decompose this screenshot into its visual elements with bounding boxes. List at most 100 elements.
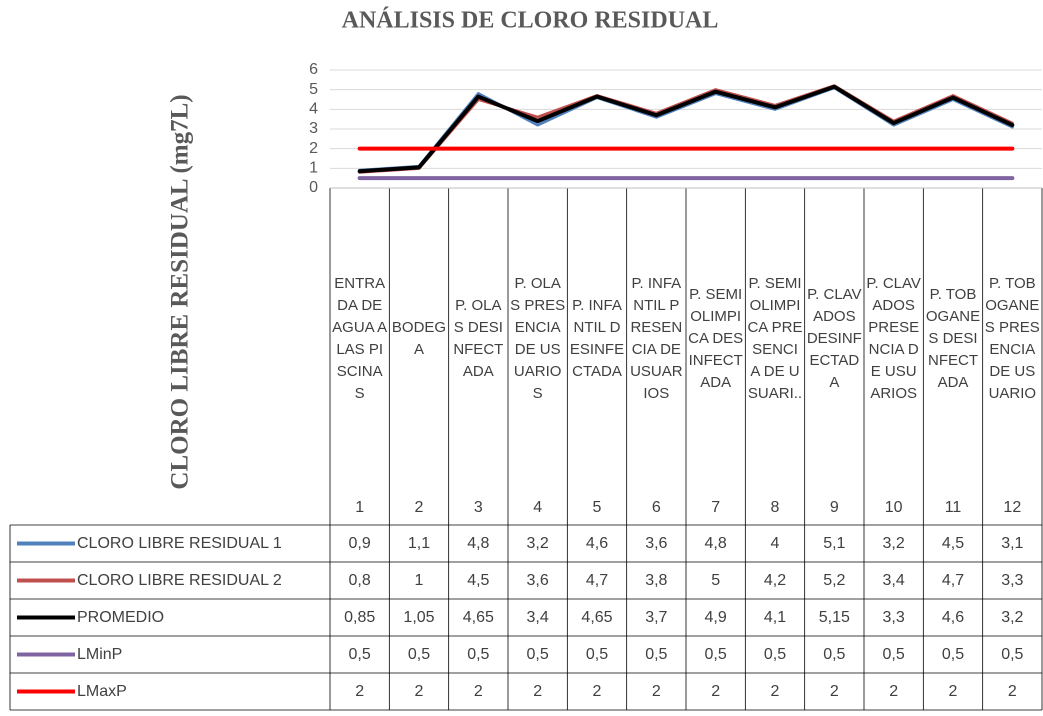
category-label: P. SEMIOLIMPICA PRESENCIA DE USUARI.. <box>747 275 803 402</box>
table-cell: 5,2 <box>823 571 846 589</box>
table-cell: 2 <box>414 682 424 700</box>
table-cell: 3,3 <box>882 608 905 626</box>
category-label: P. TOBOGANES PRESENCIA DE USUARIO <box>984 275 1040 402</box>
table-cell: 0,5 <box>645 645 668 663</box>
table-cell: 0,5 <box>407 645 431 663</box>
table-cell: 0,5 <box>526 645 549 663</box>
y-tick-label: 0 <box>309 179 318 196</box>
category-number: 9 <box>829 498 839 516</box>
table-cell: 2 <box>355 682 365 700</box>
table-cell: 0,8 <box>348 571 371 589</box>
table-cell: 4,7 <box>585 571 609 589</box>
table-cell: 2 <box>592 682 602 700</box>
table-cell: 4,2 <box>763 571 787 589</box>
table-cell: 2 <box>651 682 661 700</box>
category-label: P. OLAS PRESENCIA DE USUARIOS <box>510 275 566 402</box>
legend-label: CLORO LIBRE RESIDUAL 2 <box>77 571 282 589</box>
category-label: BODEGA <box>391 319 447 358</box>
table-cell: 3,6 <box>526 571 549 589</box>
category-label: P. TOBOGANES DESINFECTADA <box>925 286 981 391</box>
table-cell: 4,8 <box>467 534 490 552</box>
category-number: 10 <box>884 498 903 516</box>
table-cell: 0,5 <box>763 645 787 663</box>
chart-title: ANÁLISIS DE CLORO RESIDUAL <box>342 8 719 34</box>
table-cell: 1,1 <box>407 534 431 552</box>
category-label: P. CLAVADOS DESINFECTADA <box>806 286 862 391</box>
legend-label: LMinP <box>77 645 123 663</box>
y-tick-label: 6 <box>309 61 318 78</box>
table-cell: 2 <box>889 682 899 700</box>
table-cell: 0,5 <box>823 645 846 663</box>
table-cell: 2 <box>473 682 483 700</box>
table-cell: 4,5 <box>467 571 490 589</box>
table-cell: 0,5 <box>882 645 905 663</box>
y-axis-title: CLORO LIBRE RESIDUAL (mg7L) <box>167 94 194 489</box>
category-label: P. CLAVADOS PRESENCIA DE USUARIOS <box>866 275 921 402</box>
table-cell: 3,2 <box>526 534 549 552</box>
table-cell: 3,4 <box>882 571 905 589</box>
category-number: 4 <box>533 498 543 516</box>
table-cell: 1,05 <box>403 608 435 626</box>
table-cell: 5 <box>711 571 721 589</box>
category-number: 11 <box>944 498 962 516</box>
table-cell: 2 <box>948 682 958 700</box>
legend-label: LMaxP <box>77 682 127 700</box>
table-cell: 4,7 <box>941 571 965 589</box>
table-cell: 4,65 <box>581 608 613 626</box>
legend-label: CLORO LIBRE RESIDUAL 1 <box>77 534 282 552</box>
table-cell: 3,1 <box>1001 534 1024 552</box>
category-label: P. INFANTIL PRESENCIA DE USUARIOS <box>630 275 683 402</box>
table-cell: 0,5 <box>704 645 727 663</box>
category-number: 2 <box>414 498 424 516</box>
table-cell: 0,5 <box>467 645 490 663</box>
table-cell: 2 <box>711 682 721 700</box>
table-cell: 0,5 <box>1001 645 1024 663</box>
table-cell: 3,2 <box>1001 608 1024 626</box>
category-label: ENTRADA DE AGUA A LAS PISCINAS <box>332 275 388 402</box>
category-label: P. OLAS DESINFECTADA <box>453 297 504 380</box>
category-label: P. SEMIOLIMPICA DESINFECTADA <box>688 286 744 391</box>
category-number: 7 <box>711 498 721 516</box>
category-number: 5 <box>592 498 602 516</box>
table-cell: 0,5 <box>941 645 965 663</box>
table-cell: 4,65 <box>462 608 494 626</box>
table-cell: 4,6 <box>941 608 965 626</box>
table-cell: 2 <box>1007 682 1017 700</box>
category-number: 8 <box>770 498 780 516</box>
category-number: 3 <box>473 498 483 516</box>
category-number: 1 <box>355 498 365 516</box>
y-tick-label: 1 <box>309 160 318 177</box>
table-cell: 3,4 <box>526 608 549 626</box>
table-cell: 0,5 <box>348 645 371 663</box>
table-cell: 3,3 <box>1001 571 1024 589</box>
category-label: P. INFANTIL DESINFECTADA <box>569 297 625 380</box>
table-cell: 4,6 <box>585 534 609 552</box>
table-cell: 2 <box>533 682 543 700</box>
table-cell: 2 <box>829 682 839 700</box>
y-tick-label: 4 <box>309 101 318 118</box>
table-cell: 4,1 <box>763 608 787 626</box>
table-cell: 4,5 <box>941 534 965 552</box>
category-number: 12 <box>1003 498 1022 516</box>
table-cell: 2 <box>770 682 780 700</box>
table-cell: 3,8 <box>645 571 668 589</box>
y-tick-label: 2 <box>309 140 318 157</box>
table-cell: 4,9 <box>704 608 727 626</box>
y-tick-label: 5 <box>309 81 318 98</box>
table-cell: 1 <box>414 571 424 589</box>
table-cell: 3,2 <box>882 534 905 552</box>
table-cell: 3,6 <box>645 534 668 552</box>
table-cell: 0,9 <box>348 534 371 552</box>
category-number: 6 <box>651 498 661 516</box>
table-cell: 0,5 <box>585 645 609 663</box>
table-cell: 3,7 <box>645 608 668 626</box>
table-cell: 4,8 <box>704 534 727 552</box>
table-cell: 5,15 <box>818 608 850 626</box>
series-line <box>357 84 1015 174</box>
table-cell: 0,85 <box>344 608 376 626</box>
legend-label: PROMEDIO <box>77 608 165 626</box>
table-cell: 5,1 <box>823 534 846 552</box>
table-cell: 4 <box>770 534 780 552</box>
